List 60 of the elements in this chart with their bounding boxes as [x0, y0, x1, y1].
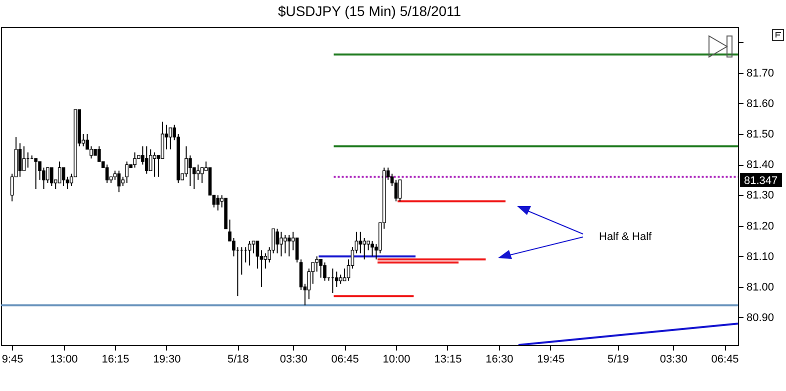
candlestick — [315, 256, 319, 272]
x-tick-label: 03:30 — [660, 354, 688, 366]
candlestick — [323, 262, 326, 282]
candlestick — [46, 167, 50, 184]
candlestick — [398, 179, 402, 202]
candlestick — [133, 152, 136, 168]
candlestick — [18, 142, 22, 178]
text: 81.347 — [744, 175, 778, 187]
candlestick — [366, 240, 370, 251]
candlestick — [256, 240, 260, 270]
y-tick-label: 81.00 — [746, 281, 774, 294]
candlestick — [196, 164, 200, 180]
candlestick — [125, 161, 129, 184]
candlestick — [22, 146, 26, 172]
candlestick — [394, 179, 398, 202]
candlestick — [358, 231, 362, 254]
y-tick-label: 81.20 — [746, 220, 774, 232]
candlestick — [370, 240, 374, 257]
y-tick-label: 81.40 — [746, 159, 774, 172]
candlestick — [284, 234, 287, 254]
y-tick-label: 81.70 — [746, 67, 774, 80]
x-tick-label: 16:15 — [102, 354, 130, 366]
y-tick-label: 81.30 — [746, 190, 774, 202]
candlestick — [188, 154, 192, 186]
x-tick-label: 16:30 — [486, 354, 514, 366]
x-tick-label: 5/19 — [607, 354, 629, 366]
x-tick-label: 9:45 — [2, 354, 24, 366]
x-tick-label: 13:15 — [434, 354, 462, 366]
candlestick — [58, 161, 62, 184]
annotation: Half & Half — [599, 231, 653, 243]
candlestick — [252, 240, 256, 254]
chart-title: $USDJPY (15 Min) 5/18/2011 — [278, 3, 462, 19]
candlestick — [288, 234, 291, 257]
candlestick — [338, 274, 342, 284]
candlestick — [276, 228, 279, 254]
candlestick — [319, 258, 322, 278]
candlestick — [34, 158, 38, 190]
candlestick — [295, 237, 299, 263]
x-tick-label: 06:45 — [331, 354, 359, 366]
candlestick — [335, 271, 338, 288]
candlestick — [50, 167, 54, 186]
candlestick — [121, 176, 125, 186]
candlestick — [362, 237, 366, 260]
x-tick-label: 06:45 — [711, 354, 739, 366]
x-tick-label: 13:00 — [50, 354, 78, 366]
candlestick — [280, 231, 283, 257]
x-tick-label: 19:30 — [153, 354, 181, 366]
y-tick-label: 80.90 — [746, 312, 774, 324]
candlestick — [152, 152, 156, 178]
candlestick — [168, 127, 172, 150]
x-tick-label: 19:45 — [537, 354, 565, 366]
x-tick-label: 03:30 — [280, 354, 308, 366]
y-tick-label: 81.10 — [746, 250, 774, 263]
x-tick-label: 10:00 — [382, 354, 410, 366]
y-tick-label: 81.50 — [746, 128, 774, 141]
candlestick — [248, 240, 252, 266]
candlestick — [145, 146, 148, 174]
y-tick-label: 81.60 — [746, 98, 774, 110]
x-tick-label: 5/18 — [227, 354, 249, 366]
candlestick — [117, 170, 121, 193]
